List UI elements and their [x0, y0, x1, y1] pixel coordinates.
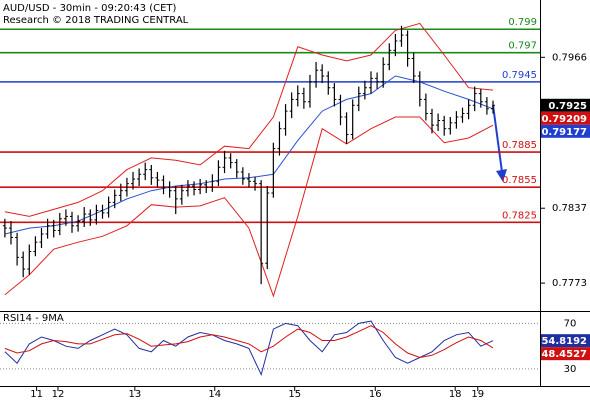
level-label: 0.7945 — [502, 70, 537, 81]
price-tag-label: 0.79209 — [541, 114, 587, 125]
price-tag-label: 0.7925 — [548, 101, 587, 112]
value-tag — [541, 334, 590, 348]
x-tick-label: 12 — [52, 389, 65, 400]
y-tick-label: 0.7966 — [552, 52, 587, 63]
rsi-line — [4, 325, 494, 359]
x-tick-label: 13 — [128, 389, 141, 400]
price-tag — [541, 98, 590, 112]
level-label: 0.7885 — [502, 140, 537, 151]
price-tag — [541, 124, 590, 138]
forecast-arrowhead — [496, 169, 507, 182]
x-tick-label: 15 — [288, 389, 301, 400]
y-tick-label: 0.7837 — [552, 203, 587, 214]
forecast-arrow — [492, 104, 503, 173]
band-line — [4, 116, 494, 298]
value-tag — [541, 347, 590, 361]
level-label: 0.797 — [508, 41, 537, 52]
y-tick-label: 70 — [564, 318, 577, 329]
chart-title: AUD/USD - 30min - 09:20:43 (CET) — [3, 3, 177, 14]
x-tick-label: 18 — [449, 389, 462, 400]
rsi-line — [4, 320, 494, 377]
x-tick-label: 11 — [30, 389, 43, 400]
rsi-title: RSI14 - 9MA — [3, 313, 64, 324]
level-label: 0.799 — [508, 17, 537, 28]
price-tag — [541, 111, 590, 125]
band-line — [4, 22, 494, 217]
plot-layer: 11 12 13 14 15 16 18 19 0.7966 0.7837 0.7773 0.799 0… — [0, 17, 590, 400]
level-label: 0.7825 — [502, 210, 537, 221]
value-tag-label: 54.8192 — [541, 336, 587, 347]
y-tick-label: 30 — [564, 364, 577, 375]
chart-subtitle: Research © 2018 TRADING CENTRAL — [3, 15, 189, 26]
value-tag-label: 48.4527 — [541, 349, 587, 360]
x-tick-label: 14 — [208, 389, 221, 400]
x-tick-label: 19 — [471, 389, 484, 400]
level-label: 0.7855 — [502, 175, 537, 186]
x-tick-label: 16 — [369, 389, 382, 400]
y-tick-label: 0.7773 — [552, 278, 587, 289]
price-tag-label: 0.79177 — [541, 127, 587, 138]
